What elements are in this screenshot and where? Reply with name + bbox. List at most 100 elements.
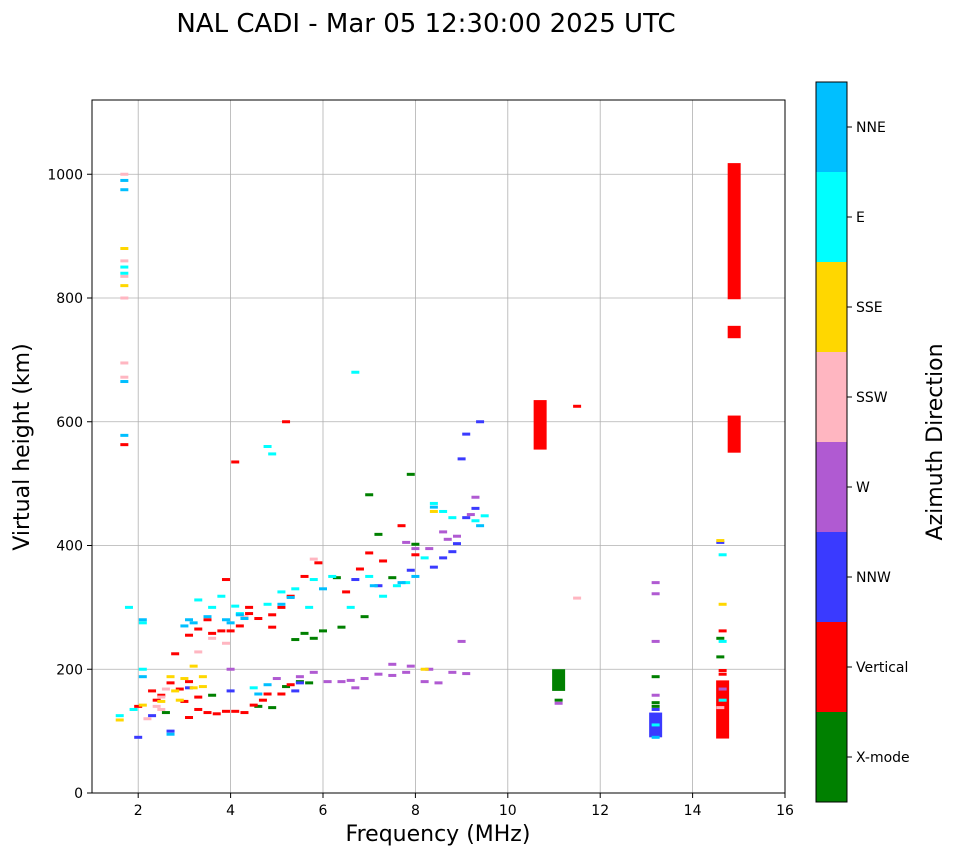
data-marks (115, 163, 741, 739)
echo-point (300, 574, 309, 578)
echo-point (402, 581, 411, 585)
echo-point (374, 584, 383, 588)
echo-point (406, 664, 415, 668)
echo-point (263, 683, 272, 687)
echo-point (277, 692, 286, 696)
echo-point (342, 590, 351, 594)
echo-point (203, 711, 212, 715)
echo-point (379, 559, 388, 563)
echo-point (185, 716, 194, 720)
echo-point (166, 732, 175, 736)
echo-point (716, 655, 725, 659)
echo-point (476, 524, 485, 528)
echo-point (282, 685, 291, 689)
echo-point (651, 675, 660, 679)
echo-point (138, 621, 147, 625)
echo-point (420, 556, 429, 560)
echo-point (240, 615, 249, 619)
echo-point (457, 639, 466, 643)
echo-point (309, 578, 318, 582)
echo-point (263, 692, 272, 696)
echo-point (388, 673, 397, 677)
echo-point (351, 370, 360, 374)
x-tick-label: 16 (776, 803, 794, 819)
echo-point (217, 629, 226, 633)
echo-point (198, 675, 207, 679)
echo-point (718, 553, 727, 557)
x-tick-label: 14 (684, 803, 702, 819)
echo-point (268, 625, 277, 629)
echo-point (651, 723, 660, 727)
echo-point (471, 506, 480, 510)
echo-point (411, 553, 420, 557)
echo-point (411, 574, 420, 578)
echo-point (152, 704, 161, 708)
echo-point (208, 631, 217, 635)
echo-point (337, 625, 346, 629)
echo-point (226, 689, 235, 693)
echo-point (351, 686, 360, 690)
echo-point (277, 590, 286, 594)
x-tick-label: 12 (591, 803, 609, 819)
echo-point (120, 172, 129, 176)
echo-point (374, 532, 383, 536)
echo-point (208, 693, 217, 697)
x-tick-label: 10 (499, 803, 517, 819)
echo-point (245, 612, 254, 616)
echo-point (309, 670, 318, 674)
echo-point (328, 574, 337, 578)
echo-point (254, 692, 263, 696)
y-axis-label: Virtual height (km) (10, 343, 35, 550)
echo-point (295, 675, 304, 679)
echo-point (231, 709, 240, 713)
colorbar-swatch (816, 172, 847, 262)
echo-point (277, 602, 286, 606)
echo-point (448, 516, 457, 520)
echo-point (221, 618, 230, 622)
echo-point (651, 717, 660, 721)
echo-point (425, 547, 434, 551)
echo-point (443, 537, 452, 541)
echo-point (291, 689, 300, 693)
y-tick-label: 400 (56, 539, 83, 555)
echo-point (129, 707, 138, 711)
echo-point (194, 695, 203, 699)
echo-point (208, 605, 217, 609)
echo-point (392, 584, 401, 588)
echo-point (651, 707, 660, 711)
echo-point (439, 509, 448, 513)
y-tick-label: 1000 (47, 167, 83, 183)
echo-point (148, 689, 157, 693)
echo-point (716, 540, 725, 544)
echo-point (462, 672, 471, 676)
echo-point (194, 627, 203, 631)
echo-point (355, 567, 364, 571)
x-axis-ticks: 2 4 6 8 10 12 14 16 (134, 793, 794, 819)
echo-point (198, 685, 207, 689)
echo-point (254, 617, 263, 621)
echo-point (360, 615, 369, 619)
echo-point (365, 551, 374, 555)
echo-point (651, 592, 660, 596)
echo-column (727, 163, 741, 300)
echo-point (651, 735, 660, 739)
echo-column (716, 680, 730, 739)
colorbar-swatch (816, 352, 847, 442)
colorbar-label-sse: SSE (856, 300, 883, 316)
echo-point (397, 581, 406, 585)
x-axis-label: Frequency (MHz) (346, 822, 531, 847)
echo-point (309, 636, 318, 640)
echo-point (651, 639, 660, 643)
echo-point (651, 581, 660, 585)
echo-point (346, 678, 355, 682)
azimuth-colorbar: X-mode Vertical NNW W SSW SSE E NNE (815, 81, 910, 803)
echo-point (452, 534, 461, 538)
echo-point (466, 513, 475, 517)
echo-column (552, 669, 566, 691)
echo-point (429, 509, 438, 513)
echo-point (226, 629, 235, 633)
echo-point (471, 495, 480, 499)
echo-point (291, 638, 300, 642)
echo-point (120, 271, 129, 275)
